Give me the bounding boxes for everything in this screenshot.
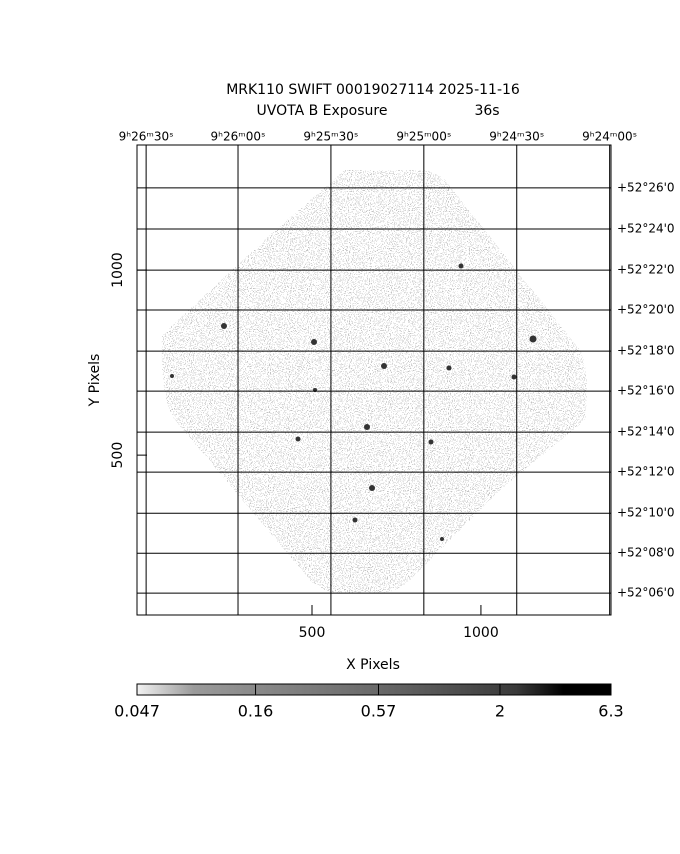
exposure-image [161,170,587,593]
right-tick-label: +52°08'0 [617,546,675,560]
x-tick-label: 1000 [463,625,499,641]
title: MRK110 SWIFT 00019027114 2025-11-16 [226,82,520,98]
plot-frame [136,144,612,616]
right-tick-label: +52°12'0 [617,465,675,479]
right-tick-label: +52°18'0 [617,344,675,358]
y-tick-label: 500 [110,442,126,469]
colorbar [136,683,612,696]
colorbar-tick-label: 6.3 [598,702,623,721]
colorbar-tick-label: 0.047 [114,702,160,721]
top-tick-label: 9ʰ26ᵐ00ˢ [211,130,266,144]
colorbar-tick-label: 0.16 [238,702,274,721]
right-tick-label: +52°06'0 [617,586,675,600]
top-tick-label: 9ʰ24ᵐ30ˢ [489,130,544,144]
annotation: 36s [474,103,499,119]
top-tick-label: 9ʰ26ᵐ30ˢ [119,130,174,144]
right-tick-label: +52°24'0 [617,222,675,236]
right-tick-label: +52°20'0 [617,303,675,317]
top-tick-label: 9ʰ25ᵐ00ˢ [396,130,451,144]
right-tick-label: +52°10'0 [617,506,675,520]
top-tick-label: 9ʰ24ᵐ00ˢ [582,130,637,144]
right-tick-label: +52°22'0 [617,263,675,277]
right-tick-label: +52°16'0 [617,384,675,398]
x-axis-label: X Pixels [346,657,400,673]
right-tick-label: +52°14'0 [617,425,675,439]
y-tick-label: 1000 [110,252,126,288]
subtitle: UVOTA B Exposure [257,103,388,119]
colorbar-tick-label: 2 [495,702,505,721]
right-tick-label: +52°26'0 [617,180,675,194]
y-axis-label: Y Pixels [87,354,103,408]
top-tick-label: 9ʰ25ᵐ30ˢ [303,130,358,144]
x-tick-label: 500 [299,625,326,641]
colorbar-tick-label: 0.57 [361,702,397,721]
